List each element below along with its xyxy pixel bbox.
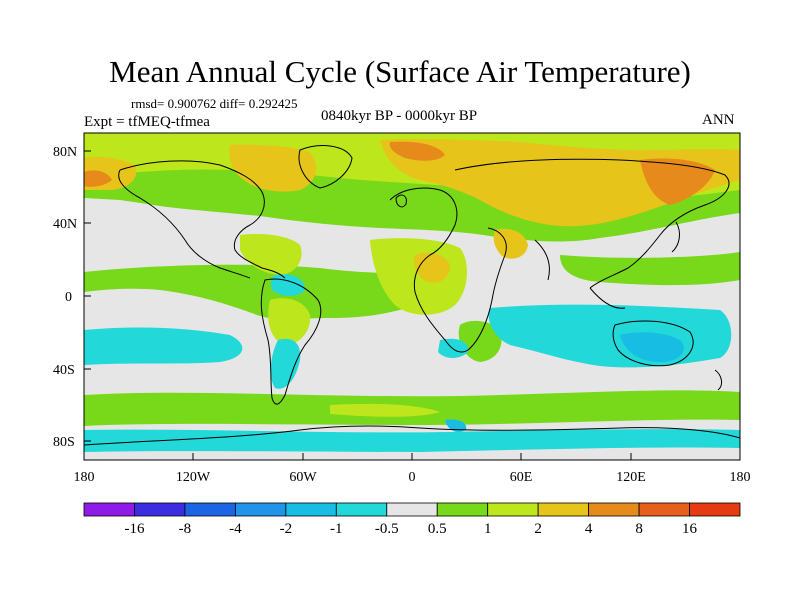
lat-label: 80N (53, 145, 77, 160)
colorbar-label: 1 (484, 521, 492, 537)
colorbar (83, 502, 741, 517)
period-label: 0840kyr BP - 0000kyr BP (321, 108, 478, 124)
colorbar-box (83, 502, 135, 517)
anomaly-blue-regions (445, 332, 684, 432)
colorbar-labels: -16 -8 -4 -2 -1 -0.5 0.5 1 2 4 8 16 (124, 521, 697, 537)
colorbar-box (487, 502, 539, 517)
lon-label: 180 (730, 470, 751, 485)
colorbar-box (335, 502, 388, 517)
colorbar-label: 4 (585, 521, 593, 537)
lat-label: 40S (53, 363, 75, 378)
anomaly-darkorange-regions (84, 141, 715, 205)
stats-text: rmsd= 0.900762 diff= 0.292425 (131, 96, 298, 111)
lat-label: 40N (53, 217, 77, 232)
map-panel (83, 132, 741, 461)
latitude-labels: 80N 40N 0 40S 80S (53, 145, 77, 450)
experiment-label: Expt = tfMEQ-tfmea (84, 114, 210, 130)
longitude-labels: 180 120W 60W 0 60E 120E 180 (74, 470, 751, 485)
colorbar-label: -2 (280, 521, 293, 537)
colorbar-label: -0.5 (375, 521, 399, 537)
colorbar-label: -1 (330, 521, 343, 537)
axis-ticks (83, 150, 741, 460)
lon-label: 60W (289, 470, 317, 485)
colorbar-box (588, 502, 640, 517)
colorbar-box (184, 502, 236, 517)
colorbar-box (386, 502, 438, 517)
lon-label: 180 (74, 470, 95, 485)
lon-label: 120W (176, 470, 211, 485)
lat-label: 0 (65, 290, 72, 305)
colorbar-box (689, 502, 741, 517)
colorbar-label: -4 (229, 521, 242, 537)
colorbar-label: 0.5 (428, 521, 447, 537)
coastlines (83, 145, 741, 446)
lon-label: 60E (510, 470, 533, 485)
colorbar-label: 2 (534, 521, 542, 537)
colorbar-box (537, 502, 590, 517)
colorbar-box (638, 502, 690, 517)
colorbar-label: 8 (635, 521, 643, 537)
colorbar-box (436, 502, 489, 517)
colorbar-label: -16 (124, 521, 144, 537)
season-label: ANN (702, 112, 735, 128)
colorbar-box (134, 502, 186, 517)
colorbar-label: -8 (179, 521, 192, 537)
lon-label: 0 (409, 470, 416, 485)
lat-label: 80S (53, 435, 75, 450)
colorbar-box (285, 502, 337, 517)
lon-label: 120E (616, 470, 646, 485)
map-title: Mean Annual Cycle (Surface Air Temperatu… (109, 54, 691, 89)
colorbar-box (234, 502, 287, 517)
colorbar-label: 16 (682, 521, 698, 537)
